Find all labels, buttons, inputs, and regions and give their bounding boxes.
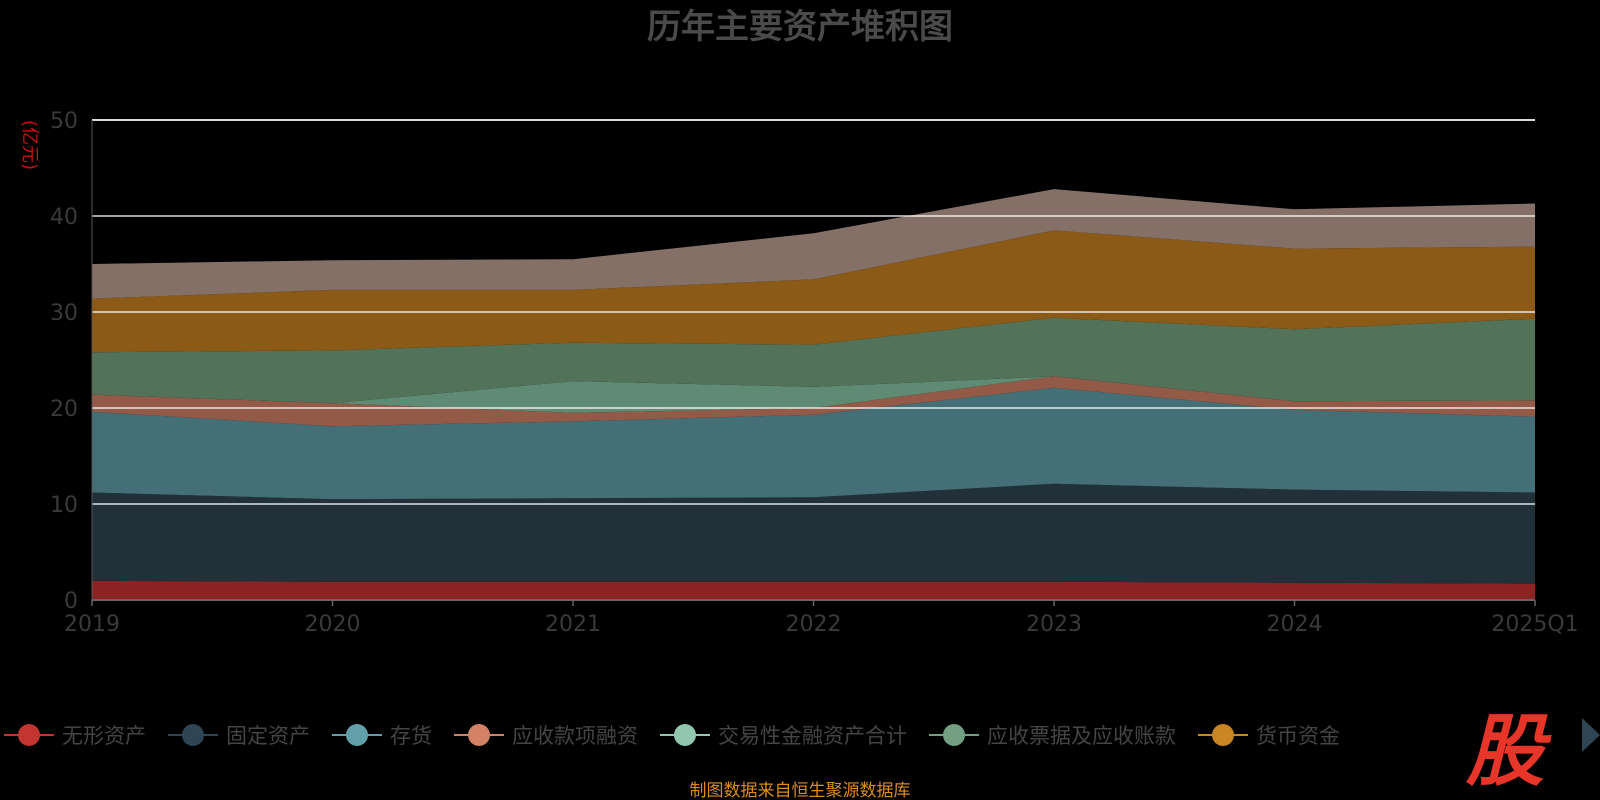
x-tick-label: 2023: [1026, 612, 1082, 637]
x-tick-label: 2019: [64, 612, 120, 637]
legend-item[interactable]: 应收票据及应收账款: [929, 724, 1176, 748]
area-series-4: [92, 376, 1535, 413]
legend-marker: [18, 724, 40, 746]
y-tick-label: 50: [50, 109, 78, 134]
legend-item[interactable]: 无形资产: [4, 724, 146, 748]
x-tick-label: 2020: [305, 612, 361, 637]
y-tick-labels: 0 10 20 30 40 50: [50, 109, 78, 614]
legend-label: 固定资产: [226, 724, 310, 748]
area-series-5: [92, 317, 1535, 404]
area-series-group: [92, 189, 1535, 600]
area-series-2: [92, 387, 1535, 500]
legend-item[interactable]: 固定资产: [168, 724, 310, 748]
legend-item[interactable]: 应收款项融资: [454, 724, 638, 748]
area-series-6: [92, 230, 1535, 353]
y-tick-label: 0: [64, 589, 78, 614]
x-tick-label: 2025Q1: [1491, 612, 1578, 637]
legend-next-page-icon[interactable]: [1582, 718, 1600, 752]
area-series-0: [92, 580, 1535, 600]
chart-title: 历年主要资产堆积图: [647, 7, 953, 47]
y-tick-label: 30: [50, 301, 78, 326]
y-axis-unit: (亿元): [19, 120, 40, 170]
legend-marker: [182, 724, 204, 746]
y-tick-label: 10: [50, 493, 78, 518]
legend-marker: [943, 724, 965, 746]
legend[interactable]: 无形资产 固定资产 存货 应收款项融资 交易性金融资产合计 应收票据及应收账款 货币资金: [4, 724, 1340, 748]
legend-marker: [346, 724, 368, 746]
legend-label: 应收票据及应收账款: [987, 724, 1176, 748]
brand-logo: 股: [1465, 707, 1552, 797]
legend-marker: [468, 724, 490, 746]
y-tick-label: 20: [50, 397, 78, 422]
grid-lines: [92, 119, 1535, 505]
legend-item[interactable]: 存货: [332, 724, 432, 748]
legend-label: 交易性金融资产合计: [718, 724, 907, 748]
legend-label: 无形资产: [62, 724, 146, 748]
data-source-note: 制图数据来自恒生聚源数据库: [690, 781, 911, 800]
area-series-1: [92, 483, 1535, 584]
legend-marker: [674, 724, 696, 746]
x-tick-labels: 2019 2020 2021 2022 2023 2024 2025Q1: [64, 612, 1579, 637]
area-series-3: [92, 376, 1535, 427]
legend-item[interactable]: 交易性金融资产合计: [660, 724, 907, 748]
x-tick-label: 2021: [545, 612, 601, 637]
legend-label: 存货: [390, 724, 432, 748]
legend-label: 应收款项融资: [512, 724, 638, 748]
legend-marker: [1212, 724, 1234, 746]
legend-label: 货币资金: [1256, 724, 1340, 748]
y-tick-label: 40: [50, 205, 78, 230]
axes: [91, 120, 1536, 606]
x-tick-label: 2022: [786, 612, 842, 637]
legend-item[interactable]: 货币资金: [1198, 724, 1340, 748]
x-tick-label: 2024: [1267, 612, 1323, 637]
